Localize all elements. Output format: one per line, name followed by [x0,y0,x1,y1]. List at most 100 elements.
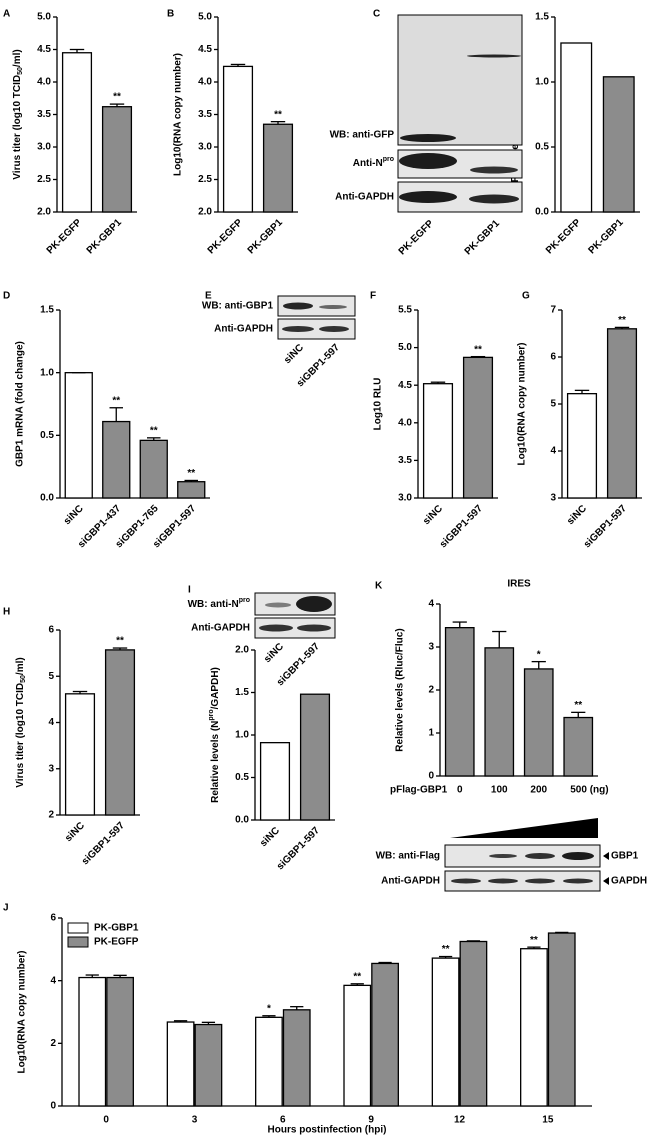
y-tick-label: 0.5 [40,430,54,441]
x-tick-label: siNC [258,825,282,849]
y-tick-label: 5.0 [198,12,212,23]
marker-arrow [603,852,609,860]
y-tick-label: 1.5 [535,12,549,23]
significance: ** [113,92,121,103]
blot-label: Anti-Npro [353,156,394,168]
x-tick-label: PK-EGFP [45,217,84,256]
y-tick-label: 2.0 [235,645,249,656]
y-tick-label: 4 [428,599,434,610]
panel-letter: I [188,585,191,596]
y-tick-label: 4.5 [198,44,212,55]
x-tick-label: 0 [457,785,463,796]
x-tick-label: siGBP1-597 [582,503,629,550]
y-tick-label: 0 [50,1101,56,1112]
bar [177,481,206,499]
x-tick-label: siGBP1-597 [80,820,127,867]
blot-band [399,191,457,203]
y-axis-label: Log10 RLU [373,378,384,431]
blot-strip [254,617,336,639]
bar [444,627,475,777]
y-tick-label: 5.0 [398,342,412,353]
bar [606,328,638,499]
x-tick-label: PK-GBP1 [587,217,627,257]
blot-label: Anti-GAPDH [335,192,394,203]
significance: ** [474,344,482,355]
bar [282,1009,311,1107]
x-tick-label: 9 [368,1115,374,1126]
significance: ** [353,971,361,982]
marker-arrow [603,877,609,885]
y-axis-label: Relative levels (Npro/GAPDH) [208,667,220,803]
x-tick-label: 100 [491,785,508,796]
blot-band [467,54,521,58]
y-tick-label: 2 [48,810,54,821]
y-tick-label: 4.5 [398,380,412,391]
y-tick-label: 3.5 [37,109,51,120]
x-tick-label: siGBP1-597 [275,825,322,872]
y-tick-label: 0 [428,771,434,782]
legend-swatch [67,922,89,934]
bar [101,106,133,213]
y-tick-label: 4 [50,975,56,986]
blot-label: WB: anti-GBP1 [202,301,274,312]
x-tick-label: siNC [565,503,589,527]
panel-letter: H [3,607,10,618]
y-tick-label: 6 [50,913,56,924]
blot-band [525,853,555,859]
x-tick-label: PK-GBP1 [85,217,125,257]
bar [61,52,93,213]
panel-letter: A [3,9,10,20]
blot-marker: GBP1 [611,851,639,862]
y-tick-label: 3.0 [198,142,212,153]
text-segment: pro [208,709,215,720]
bar [343,984,372,1107]
panel-letter: C [373,9,380,20]
y-tick-label: 2.0 [198,207,212,218]
bar [78,976,107,1107]
y-tick-label: 0.5 [535,142,549,153]
bar [166,1021,195,1107]
bar [520,948,548,1107]
y-tick-label: 1.0 [535,77,549,88]
y-tick-label: 2 [50,1038,56,1049]
y-tick-label: 5.5 [398,305,412,316]
y-axis-label: GBP1 mRNA (fold change) [15,341,26,467]
x-tick-label: 500 (ng) [570,785,608,796]
y-tick-label: 0.5 [235,772,249,783]
bar [64,372,93,499]
y-tick-label: 6 [48,625,54,636]
bar [262,123,294,213]
significance: * [537,649,541,660]
y-tick-label: 4.0 [37,77,51,88]
y-tick-label: 3.0 [398,493,412,504]
y-tick-label: 2.0 [37,207,51,218]
blot-band [282,326,314,332]
panel-letter: E [205,291,212,302]
blot-band [319,326,349,332]
significance: ** [274,109,282,120]
y-tick-label: 3 [428,642,434,653]
text-segment: /ml) [12,49,23,67]
bar [547,932,576,1107]
y-axis-label: Log10(RNA copy number) [173,53,184,176]
text-segment: 50 [20,675,27,683]
y-tick-label: 4.0 [198,77,212,88]
y-tick-label: 0.0 [535,207,549,218]
blot-band [563,878,593,884]
text-segment: Anti-N [353,158,383,169]
y-tick-label: 5 [48,671,54,682]
bar [523,668,554,777]
blot-band [297,624,331,632]
legend-label: PK-EGFP [94,937,139,948]
blot-strip [397,14,523,146]
text-segment: /ml) [15,657,26,675]
blot-strip [277,295,356,317]
blot-band [283,302,313,310]
bar [459,940,488,1107]
y-tick-label: 3.0 [37,142,51,153]
blot-band [319,305,347,309]
x-tick-label: PK-GBP1 [246,217,286,257]
text-segment: Virus titer (log10 TCID [12,75,23,180]
lane-label: PK-GBP1 [463,218,503,258]
